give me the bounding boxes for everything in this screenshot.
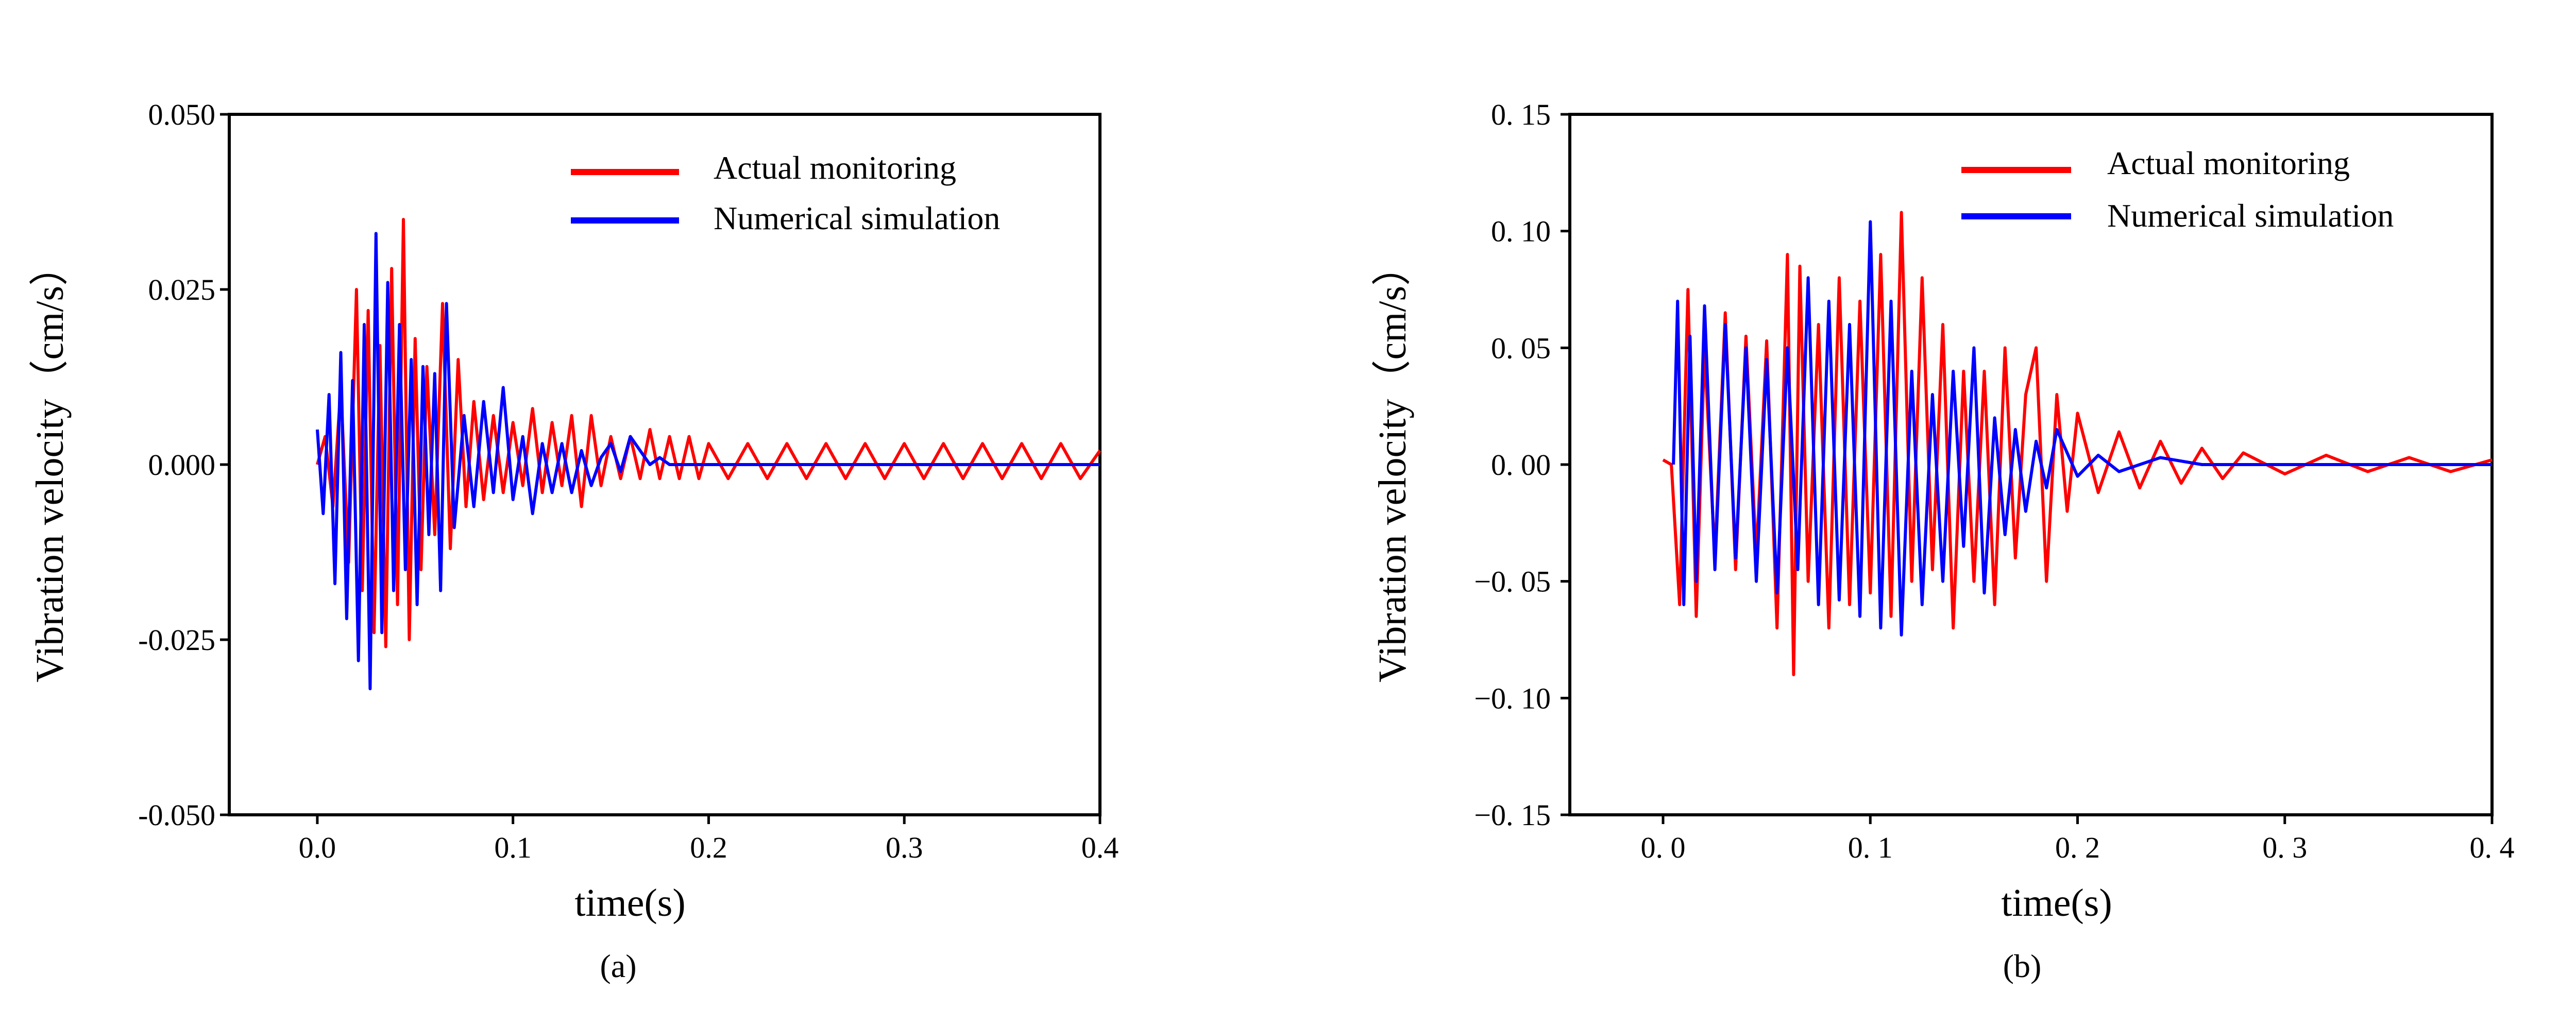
y-tick-label: 0. 15 xyxy=(1491,98,1551,131)
x-tick-label: 0.4 xyxy=(1081,831,1119,864)
y-tick-labels: -0.050 -0.025 0.000 0.025 0.050 xyxy=(138,98,215,832)
y-tick-label: -0.050 xyxy=(138,798,215,832)
series-line-numerical-simulation xyxy=(1672,220,2492,637)
y-tick-label: 0. 00 xyxy=(1491,448,1551,482)
y-tick-label: 0. 05 xyxy=(1491,331,1551,365)
y-axis-label: Vibration velocity（cm/s） xyxy=(1371,247,1414,682)
x-tick-label: 0.0 xyxy=(299,831,336,864)
y-tick-label: −0. 10 xyxy=(1474,681,1551,715)
y-tick-label: 0.025 xyxy=(148,273,216,306)
panel-label: (b) xyxy=(2003,948,2042,984)
series-lines xyxy=(1662,211,2493,676)
x-tick-label: 0. 4 xyxy=(2470,831,2515,864)
legend-label-actual-monitoring: Actual monitoring xyxy=(714,149,956,186)
axis-ticks xyxy=(220,113,1101,824)
legend-label-numerical-simulation: Numerical simulation xyxy=(2107,197,2394,234)
x-tick-labels: 0. 0 0. 1 0. 2 0. 3 0. 4 xyxy=(1641,831,2515,864)
x-axis-label: time(s) xyxy=(2001,881,2112,925)
y-tick-label: −0. 15 xyxy=(1474,798,1551,832)
y-axis-label: Vibration velocity（cm/s） xyxy=(28,247,72,682)
y-tick-label: 0. 10 xyxy=(1491,215,1551,248)
y-tick-labels: −0. 15 −0. 10 −0. 05 0. 00 0. 05 0. 10 0. 15 xyxy=(1474,98,1551,832)
series-lines xyxy=(315,218,1101,691)
y-tick-label: 0.050 xyxy=(148,98,216,131)
x-tick-label: 0.3 xyxy=(886,831,923,864)
axis-ticks xyxy=(1561,113,2494,824)
x-tick-label: 0. 3 xyxy=(2262,831,2307,864)
chart-panel-b: −0. 15 −0. 10 −0. 05 0. 00 0. 05 0. 10 0. 15 0… xyxy=(1371,98,2515,984)
series-line-actual-monitoring xyxy=(316,218,1101,648)
x-axis-label: time(s) xyxy=(574,881,685,925)
y-tick-label: -0.025 xyxy=(138,623,215,657)
x-tick-label: 0.1 xyxy=(494,831,532,864)
chart-panel-a: -0.050 -0.025 0.000 0.025 0.050 0.0 0.1 0.2 0.3… xyxy=(28,98,1118,984)
panel-label: (a) xyxy=(600,948,636,984)
x-tick-label: 0. 2 xyxy=(2055,831,2100,864)
y-tick-label: −0. 05 xyxy=(1474,565,1551,598)
legend-label-numerical-simulation: Numerical simulation xyxy=(714,200,1000,236)
x-tick-label: 0. 0 xyxy=(1641,831,1686,864)
x-tick-labels: 0.0 0.1 0.2 0.3 0.4 xyxy=(299,831,1119,864)
series-line-numerical-simulation xyxy=(315,232,1100,691)
series-line-actual-monitoring xyxy=(1662,211,2493,676)
legend-label-actual-monitoring: Actual monitoring xyxy=(2107,145,2350,181)
y-tick-label: 0.000 xyxy=(148,448,216,482)
x-tick-label: 0. 1 xyxy=(1848,831,1893,864)
x-tick-label: 0.2 xyxy=(690,831,727,864)
